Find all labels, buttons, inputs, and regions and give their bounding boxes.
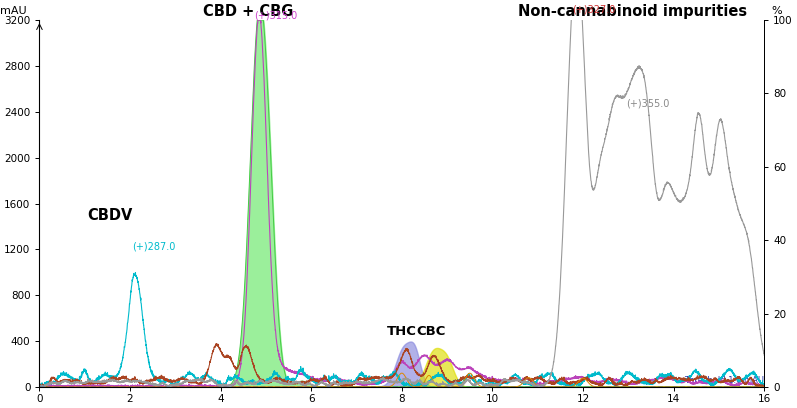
- Text: (+)287.0: (+)287.0: [132, 241, 175, 251]
- Text: (+)315.0: (+)315.0: [254, 10, 298, 20]
- Text: (+)355.0: (+)355.0: [626, 98, 669, 109]
- Text: CBD + CBG: CBD + CBG: [202, 4, 293, 19]
- Text: THC: THC: [387, 325, 417, 337]
- Text: %: %: [771, 7, 782, 16]
- Text: CBDV: CBDV: [87, 208, 132, 223]
- Text: mAU: mAU: [0, 7, 26, 16]
- Text: Threshold 1.0 mAU: Threshold 1.0 mAU: [684, 376, 764, 385]
- Text: CBC: CBC: [417, 325, 446, 337]
- Text: (+)327.0: (+)327.0: [571, 4, 615, 14]
- Text: Non-cannabinoid impurities: Non-cannabinoid impurities: [518, 4, 748, 19]
